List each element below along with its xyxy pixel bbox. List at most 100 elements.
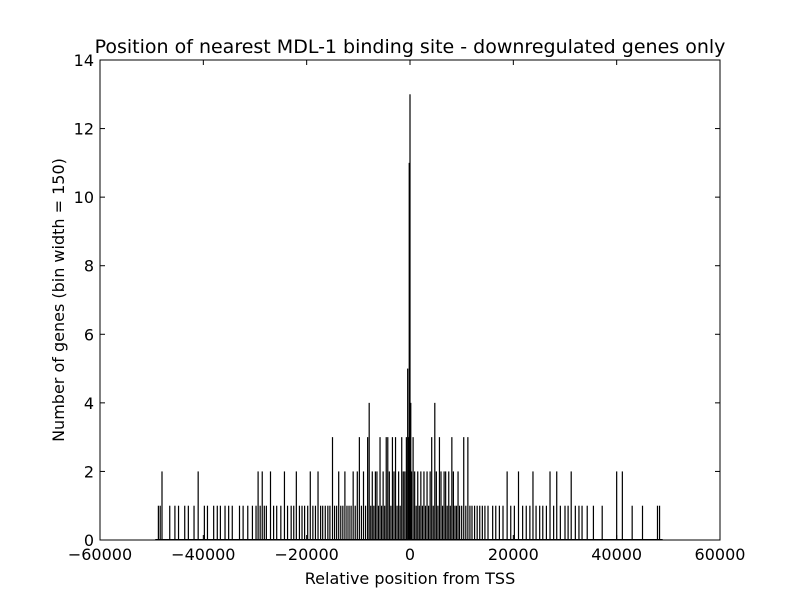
x-tick-label: −60000 (68, 545, 132, 564)
histogram-bar (348, 505, 350, 540)
histogram-bar (502, 505, 504, 540)
histogram-bar (177, 505, 180, 540)
histogram-bar (414, 471, 416, 540)
y-tick-label: 0 (84, 531, 94, 550)
histogram-bar (431, 437, 433, 540)
histogram-bar (545, 505, 547, 540)
plot-area (99, 59, 721, 541)
histogram-bar (421, 505, 423, 540)
histogram-bar (396, 505, 398, 540)
histogram-bar (574, 505, 576, 540)
histogram-bar (333, 505, 336, 540)
histogram-bar (434, 402, 436, 540)
histogram-bar (492, 505, 494, 540)
histogram-bar (448, 471, 450, 540)
histogram-bar (457, 471, 459, 540)
histogram-bar (658, 505, 661, 540)
histogram-bar (435, 471, 437, 540)
histogram-bar (317, 471, 319, 540)
histogram-bar (276, 505, 278, 540)
histogram-bar (407, 437, 410, 540)
histogram-bar (517, 471, 520, 540)
histogram-bar (391, 437, 394, 540)
histogram-bar (193, 505, 195, 540)
histogram-bar (309, 471, 311, 540)
histogram-bar (401, 437, 403, 540)
histogram-bar (298, 505, 301, 540)
y-axis-label: Number of genes (bin width = 150) (49, 158, 68, 442)
histogram-bar (465, 505, 467, 540)
histogram-bar (410, 402, 412, 540)
histogram-bar (495, 505, 497, 540)
histogram-bar (376, 471, 378, 540)
histogram-bar (371, 471, 373, 540)
histogram-bar (358, 437, 360, 540)
y-tick-label: 8 (84, 257, 94, 276)
histogram-bar (379, 437, 381, 540)
chart-title: Position of nearest MDL-1 binding site -… (95, 36, 726, 58)
histogram-bar (261, 471, 263, 540)
histogram-bar (522, 505, 524, 540)
x-axis-label: Relative position from TSS (305, 569, 515, 588)
histogram-bar (532, 471, 534, 540)
histogram-bar (656, 505, 659, 540)
histogram-bar (402, 471, 404, 540)
histogram-bar (513, 505, 515, 540)
histogram-bar (553, 505, 555, 540)
histogram-bar (559, 505, 561, 540)
histogram-bar (592, 505, 595, 540)
histogram-bar (446, 505, 448, 540)
histogram-bar (581, 505, 583, 540)
histogram-bar (213, 505, 215, 540)
histogram-bar (407, 368, 409, 540)
histogram-bar (567, 505, 569, 540)
histogram-bar (368, 402, 370, 540)
histogram-bar (473, 505, 476, 540)
histogram-bar (535, 505, 537, 540)
histogram-bar (525, 505, 527, 540)
histogram-bar (384, 505, 386, 540)
histogram-bar (441, 505, 444, 540)
x-tick-label: 60000 (695, 545, 746, 564)
histogram-bar (412, 437, 414, 540)
histogram-bar (312, 505, 314, 540)
histogram-bar (374, 471, 376, 540)
histogram-bar (385, 437, 387, 540)
histogram-bar (449, 505, 451, 540)
histogram-bar (424, 505, 427, 540)
histogram-bar (362, 471, 365, 540)
histogram-bar (301, 505, 303, 540)
x-tick-label: −20000 (275, 545, 339, 564)
histogram-bar (399, 505, 401, 540)
histogram-bar (216, 505, 218, 540)
histogram-bar (251, 505, 254, 540)
histogram-bar (393, 471, 395, 540)
histogram-bar (364, 505, 367, 540)
histogram-bar (228, 505, 230, 540)
histogram-bar (437, 505, 439, 540)
histogram-bar (382, 471, 384, 540)
histogram-bar (342, 505, 344, 540)
histogram-bar (346, 505, 348, 540)
histogram-bar (418, 505, 420, 540)
histogram-bar (390, 505, 392, 540)
histogram-bar (539, 505, 541, 540)
histogram-bar (387, 437, 389, 540)
histogram-bar (219, 505, 221, 540)
histogram-bar (452, 471, 454, 540)
histogram-bar (174, 505, 176, 540)
histogram-bar (157, 505, 159, 540)
histogram-bar (259, 505, 261, 540)
histogram-bar (529, 505, 531, 540)
histogram-bar (471, 505, 473, 540)
histogram-bar (367, 437, 369, 540)
x-tick-label: −40000 (171, 545, 235, 564)
y-axis-ticks: 0 2 4 6 8 10 12 14 (74, 51, 720, 550)
histogram-bar (197, 471, 199, 540)
histogram-bar (461, 505, 463, 540)
histogram-bar (242, 505, 244, 540)
histogram-bar (578, 505, 580, 540)
histogram-bar (286, 505, 289, 540)
histogram-bar (265, 505, 267, 540)
histogram-bar (405, 437, 407, 540)
